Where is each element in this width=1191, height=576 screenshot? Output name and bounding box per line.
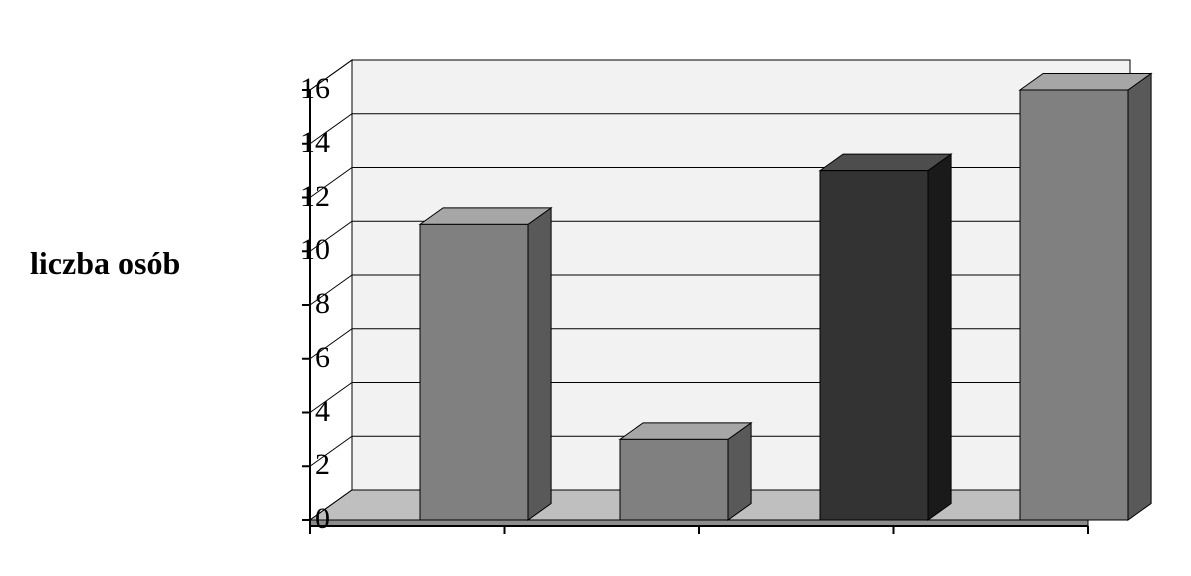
bar — [420, 208, 551, 520]
chart-container: liczba osób 0246810121416 — [0, 0, 1191, 576]
y-tick-label: 10 — [270, 233, 330, 267]
y-tick-label: 2 — [270, 448, 330, 482]
bar-chart-3d — [0, 0, 1191, 576]
y-tick-label: 6 — [270, 341, 330, 375]
y-tick-label: 14 — [270, 126, 330, 160]
y-tick-label: 16 — [270, 72, 330, 106]
y-tick-label: 12 — [270, 180, 330, 214]
y-tick-label: 8 — [270, 287, 330, 321]
bar — [620, 423, 751, 520]
bar — [820, 154, 951, 520]
bar — [1020, 74, 1151, 521]
y-tick-label: 4 — [270, 395, 330, 429]
y-tick-label: 0 — [270, 502, 330, 536]
